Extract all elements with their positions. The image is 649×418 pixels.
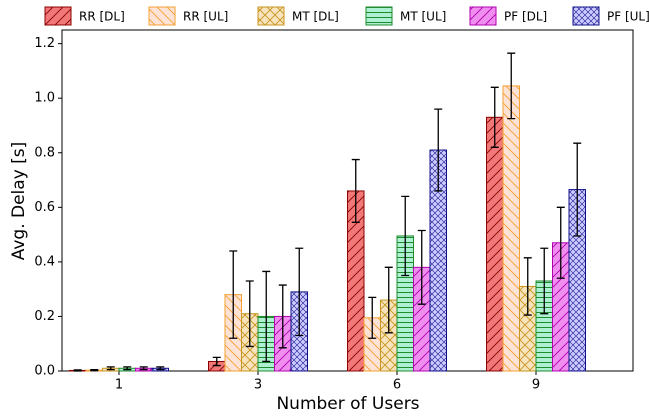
y-tick-label: 0.8 — [34, 145, 55, 160]
y-tick-label: 0.6 — [34, 200, 55, 215]
y-tick-label: 0.4 — [34, 254, 55, 269]
error-bar — [212, 356, 221, 367]
error-bar — [90, 368, 99, 372]
legend-swatch — [469, 6, 497, 26]
error-bar — [278, 284, 287, 349]
error-bar — [106, 366, 115, 371]
y-axis-label: Avg. Delay [s] — [9, 142, 29, 261]
y-tick-label: 0.2 — [34, 309, 55, 324]
bar — [486, 116, 504, 372]
legend-swatch — [148, 6, 176, 26]
y-tick-label: 0.0 — [34, 364, 55, 379]
legend-label: PF [DL] — [504, 10, 547, 24]
legend-label: RR [DL] — [79, 10, 125, 24]
error-bar — [573, 142, 582, 237]
legend-swatch — [44, 6, 72, 26]
error-bar — [368, 296, 377, 339]
error-bar — [540, 247, 549, 315]
error-bar — [351, 158, 360, 223]
y-tick-label: 1.0 — [34, 91, 55, 106]
error-bar — [556, 206, 565, 279]
x-axis-label: Number of Users — [276, 394, 419, 414]
error-bar — [401, 195, 410, 277]
error-bar — [245, 280, 254, 348]
error-bar — [73, 369, 82, 372]
error-bar — [139, 366, 148, 371]
x-tick-label: 3 — [254, 378, 262, 393]
x-tick-label: 9 — [532, 378, 540, 393]
error-bar — [156, 366, 165, 371]
bar — [502, 85, 520, 372]
legend-label: RR [UL] — [183, 10, 228, 24]
error-bar — [262, 270, 271, 363]
error-bar — [417, 229, 426, 305]
x-tick-label: 6 — [393, 378, 401, 393]
error-bar — [295, 247, 304, 337]
legend-swatch — [572, 6, 600, 26]
x-tick-label: 1 — [115, 378, 123, 393]
error-bar — [490, 86, 499, 148]
error-bar — [229, 250, 238, 339]
error-bar — [123, 366, 132, 371]
legend-swatch — [365, 6, 393, 26]
error-bar — [434, 108, 443, 192]
y-tick-label: 1.2 — [34, 36, 55, 51]
legend-label: MT [UL] — [400, 10, 446, 24]
legend-label: PF [UL] — [607, 10, 649, 24]
legend-label: MT [DL] — [292, 10, 339, 24]
error-bar — [507, 52, 516, 120]
legend-swatch — [257, 6, 285, 26]
error-bar — [523, 257, 532, 316]
error-bar — [384, 266, 393, 334]
